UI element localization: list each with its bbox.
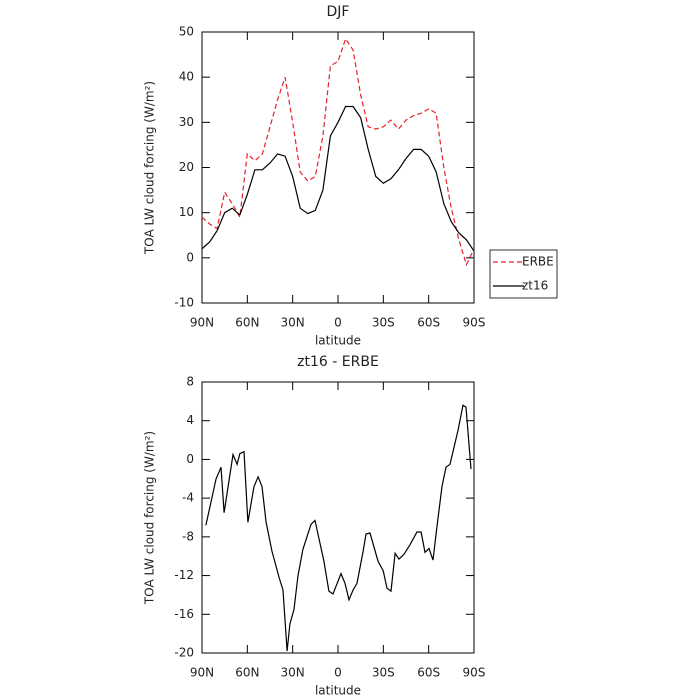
y-tick-label: 4 (186, 413, 194, 427)
series-line (205, 404, 472, 652)
y-tick-label: 20 (179, 160, 194, 174)
x-axis-label: latitude (315, 334, 361, 348)
chart-title: DJF (327, 4, 350, 20)
y-tick-label: -16 (174, 607, 194, 621)
y-axis-label: TOA LW cloud forcing (W/m²) (143, 431, 157, 605)
x-tick-label: 60S (417, 316, 440, 330)
x-tick-label: 90S (463, 666, 486, 680)
legend-box (489, 249, 558, 299)
chart-title: zt16 - ERBE (297, 354, 379, 370)
plot-frame (201, 31, 475, 304)
x-tick-label: 90S (463, 316, 486, 330)
x-tick-label: 30N (281, 316, 305, 330)
x-tick-label: 90N (190, 666, 214, 680)
x-tick-label: 60N (235, 666, 259, 680)
x-tick-label: 90N (190, 316, 214, 330)
y-tick-label: 10 (179, 205, 194, 219)
legend-label: ERBE (522, 255, 554, 269)
y-tick-label: -10 (174, 296, 194, 310)
x-tick-label: 60N (235, 316, 259, 330)
y-tick-label: 30 (179, 115, 194, 129)
y-tick-label: 0 (186, 250, 194, 264)
x-tick-label: 30S (372, 666, 395, 680)
x-tick-label: 30N (281, 666, 305, 680)
y-tick-label: 8 (186, 375, 194, 389)
x-tick-label: 30S (372, 316, 395, 330)
plot-frame (201, 381, 475, 654)
y-tick-label: -12 (174, 568, 194, 582)
y-tick-label: -8 (182, 529, 194, 543)
x-axis-label: latitude (315, 684, 361, 698)
y-tick-label: -20 (174, 646, 194, 660)
y-tick-label: 40 (179, 70, 194, 84)
x-tick-label: 60S (417, 666, 440, 680)
y-tick-label: 0 (186, 452, 194, 466)
y-tick-label: 50 (179, 25, 194, 39)
x-tick-label: 0 (334, 666, 342, 680)
series-line (201, 105, 475, 252)
legend-label: zt16 (522, 279, 548, 293)
series-line (201, 37, 475, 267)
y-tick-label: -4 (182, 491, 194, 505)
x-tick-label: 0 (334, 316, 342, 330)
y-axis-label: TOA LW cloud forcing (W/m²) (143, 81, 157, 255)
